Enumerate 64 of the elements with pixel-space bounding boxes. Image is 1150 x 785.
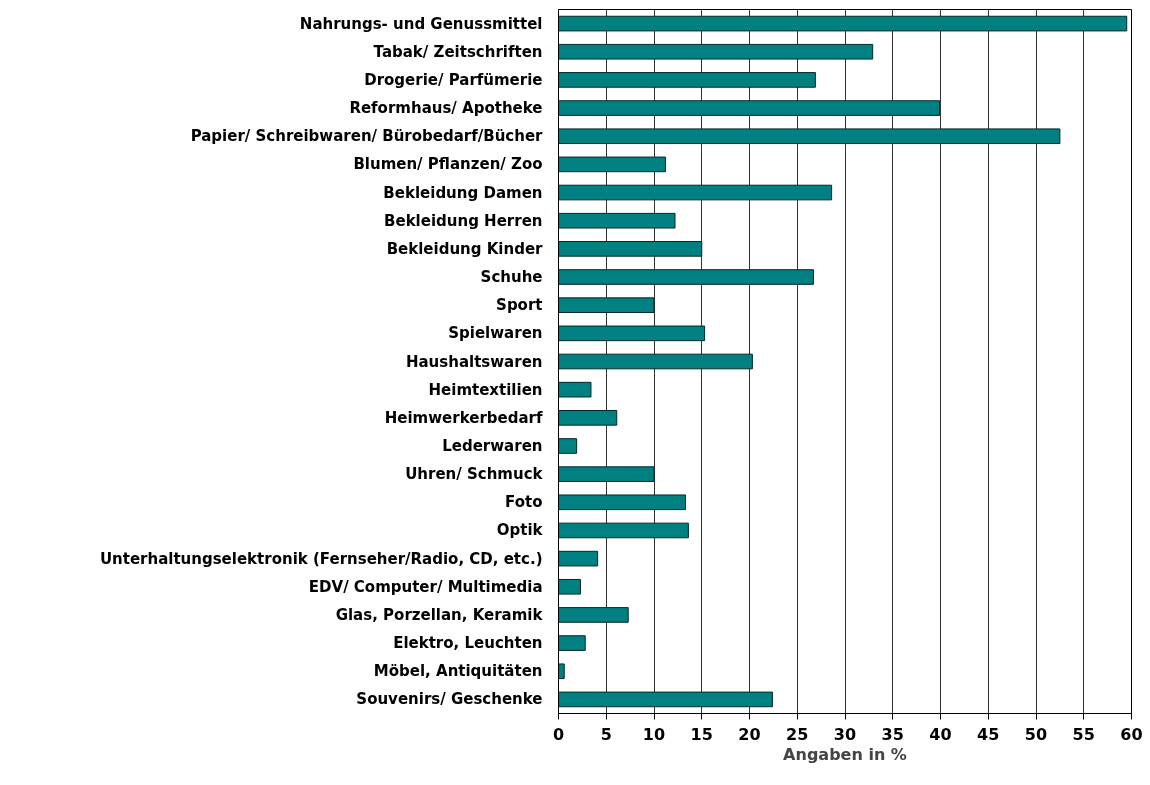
y-tick-label: Möbel, Antiquitäten bbox=[373, 662, 543, 681]
bar bbox=[558, 494, 687, 511]
bar bbox=[558, 635, 586, 651]
y-tick-label: Uhren/ Schmuck bbox=[405, 465, 544, 484]
x-tick-label: 50 bbox=[1024, 724, 1048, 744]
y-tick-label: EDV/ Computer/ Multimedia bbox=[308, 577, 543, 596]
y-tick-label: Optik bbox=[496, 521, 544, 540]
bar bbox=[558, 15, 1128, 32]
y-tick-label: Spielwaren bbox=[448, 324, 543, 343]
y-tick-label: Elektro, Leuchten bbox=[393, 634, 543, 653]
bar bbox=[558, 128, 1061, 145]
y-tick-label: Lederwaren bbox=[442, 436, 543, 455]
x-tick-label: 20 bbox=[738, 724, 761, 744]
y-tick-label: Haushaltswaren bbox=[405, 352, 543, 371]
y-tick-label: Souvenirs/ Geschenke bbox=[356, 690, 543, 709]
bar bbox=[558, 100, 941, 116]
bar bbox=[558, 184, 833, 201]
bar bbox=[558, 381, 592, 398]
bar bbox=[558, 269, 814, 285]
x-tick-label: 40 bbox=[929, 724, 952, 744]
x-tick-label: 0 bbox=[552, 724, 565, 744]
bar bbox=[558, 578, 581, 595]
bar bbox=[558, 156, 666, 173]
y-tick-label: Foto bbox=[505, 493, 543, 512]
y-tick-label: Papier/ Schreibwaren/ Bürobedarf/Bücher bbox=[190, 127, 544, 146]
bar bbox=[558, 691, 773, 708]
x-tick-label: 25 bbox=[786, 724, 809, 744]
y-tick-label: Drogerie/ Parfümerie bbox=[364, 70, 543, 89]
y-tick-label: Unterhaltungselektronik (Fernseher/Radio, CD, etc.) bbox=[99, 549, 543, 568]
y-tick-label: Bekleidung Damen bbox=[383, 183, 543, 202]
bar bbox=[558, 212, 676, 229]
x-tick-label: 35 bbox=[881, 724, 904, 744]
y-tick-label: Glas, Porzellan, Keramik bbox=[335, 605, 544, 624]
y-tick-label: Blumen/ Pflanzen/ Zoo bbox=[353, 155, 543, 174]
y-tick-label: Tabak/ Zeitschriften bbox=[373, 42, 543, 61]
x-tick-label: 5 bbox=[600, 724, 612, 744]
x-tick-label: 60 bbox=[1120, 724, 1143, 744]
x-tick-label: 45 bbox=[977, 724, 1000, 744]
y-tick-label: Schuhe bbox=[480, 268, 543, 287]
y-tick-label: Bekleidung Kinder bbox=[386, 239, 544, 258]
bar bbox=[558, 663, 565, 680]
x-tick-label: 10 bbox=[642, 724, 666, 744]
bar bbox=[558, 607, 629, 623]
y-tick-label: Sport bbox=[496, 296, 543, 315]
bar bbox=[558, 522, 689, 539]
bar bbox=[558, 297, 655, 313]
bar bbox=[558, 241, 703, 257]
bar bbox=[558, 466, 655, 482]
bar bbox=[558, 72, 816, 88]
y-tick-label: Bekleidung Herren bbox=[384, 211, 543, 230]
bar bbox=[558, 43, 874, 60]
y-tick-label: Nahrungs- und Genussmittel bbox=[299, 14, 543, 33]
y-tick-label: Heimwerkerbedarf bbox=[384, 408, 543, 427]
x-axis-title: Angaben in % bbox=[783, 744, 907, 764]
x-tick-label: 55 bbox=[1072, 724, 1095, 744]
bar bbox=[558, 353, 753, 370]
x-tick-label: 30 bbox=[833, 724, 857, 744]
y-tick-label: Reformhaus/ Apotheke bbox=[349, 99, 543, 118]
bar bbox=[558, 410, 618, 426]
x-tick-label: 15 bbox=[690, 724, 713, 744]
bar bbox=[558, 438, 578, 454]
y-tick-label: Heimtextilien bbox=[428, 380, 543, 399]
bar bbox=[558, 325, 706, 342]
bar bbox=[558, 550, 599, 567]
